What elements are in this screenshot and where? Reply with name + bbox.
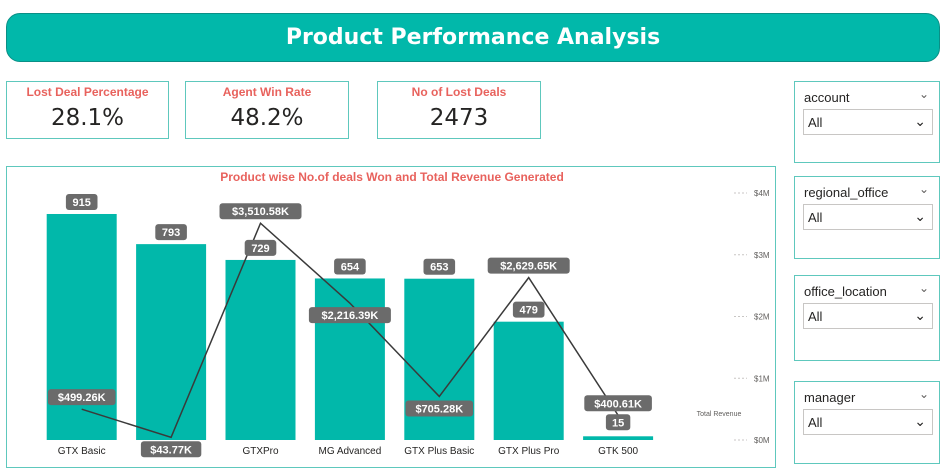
bar: [136, 244, 207, 440]
bar-value-label-bg: [423, 258, 456, 275]
bar-value-label: 479: [520, 305, 538, 317]
kpi-value: 28.1%: [50, 105, 125, 131]
x-tick-label: GTXPro: [242, 446, 279, 457]
revenue-value-label-bg: [487, 257, 570, 274]
bar-value-label: 793: [162, 227, 180, 239]
y2-axis-title: Total Revenue: [697, 411, 742, 418]
kpi-label: No of Lost Deals: [411, 85, 507, 99]
y2-tick-label: $2M: [754, 313, 770, 322]
chart-title: Product wise No.of deals Won and Total R…: [220, 170, 564, 184]
kpi-card-agent-win-rate[interactable]: Agent Win Rate 48.2%: [185, 81, 349, 139]
bar-value-label-bg: [334, 258, 366, 275]
revenue-value-label: $705.28K: [415, 403, 463, 415]
bar: [225, 259, 296, 440]
slicer-label: account: [804, 90, 850, 105]
dropdown-value: All: [808, 309, 823, 324]
chevron-down-icon: ⌄: [914, 113, 926, 129]
chevron-down-icon: ⌄: [914, 413, 926, 429]
y2-tick-label: $1M: [754, 374, 770, 383]
kpi-card-lost-deals[interactable]: No of Lost Deals 2473: [377, 81, 541, 139]
page-title: Product Performance Analysis: [285, 25, 661, 50]
dropdown-value: All: [808, 115, 823, 130]
revenue-value-label-bg: [219, 203, 302, 220]
revenue-value-label-bg: [584, 395, 652, 412]
chevron-down-icon: ⌄: [914, 208, 926, 224]
y2-tick-label: $4M: [754, 189, 770, 198]
revenue-value-label: $499.26K: [58, 392, 106, 404]
y2-tick-label: $3M: [754, 251, 770, 260]
bar-value-label: 915: [73, 197, 91, 209]
revenue-value-label: $2,629.65K: [500, 261, 557, 273]
revenue-value-label: $400.61K: [594, 398, 642, 410]
bar-value-label-bg: [65, 193, 98, 210]
x-tick-label: GTX Plus Pro: [498, 446, 560, 457]
kpi-label: Lost Deal Percentage: [26, 85, 149, 99]
bar: [493, 321, 564, 440]
revenue-value-label: $3,510.58K: [232, 206, 289, 218]
bar: [314, 278, 385, 440]
product-chart-panel[interactable]: Product wise No.of deals Won and Total R…: [6, 166, 776, 468]
account-dropdown[interactable]: All ⌄: [803, 109, 933, 135]
bar-value-label: 653: [430, 262, 448, 274]
revenue-value-label-bg: [308, 307, 391, 324]
x-tick-label: GTK 500: [598, 446, 638, 457]
bar: [583, 436, 654, 440]
bar-value-label: 729: [251, 243, 269, 255]
dropdown-value: All: [808, 210, 823, 225]
kpi-value: 48.2%: [230, 105, 304, 131]
bar: [46, 213, 117, 440]
slicer-office-location[interactable]: office_location ⌄ All ⌄: [794, 275, 940, 361]
kpi-card-lost-deal-percentage[interactable]: Lost Deal Percentage 28.1%: [6, 81, 169, 139]
bar-value-label-bg: [512, 301, 545, 318]
x-tick-label: MG Advanced: [318, 446, 381, 457]
collapse-chevron-icon[interactable]: ⌄: [918, 281, 929, 295]
collapse-chevron-icon[interactable]: ⌄: [918, 182, 929, 196]
x-tick-label: GTX Plus Basic: [404, 446, 474, 457]
slicer-label: manager: [804, 390, 856, 405]
bar-value-label-bg: [155, 224, 187, 241]
collapse-chevron-icon[interactable]: ⌄: [918, 87, 929, 101]
y2-tick-label: $0M: [754, 436, 770, 445]
regional-office-dropdown[interactable]: All ⌄: [803, 204, 933, 230]
bar-value-label-bg: [244, 239, 277, 256]
revenue-value-label-bg: [405, 400, 474, 417]
revenue-value-label: $2,216.39K: [321, 310, 378, 322]
collapse-chevron-icon[interactable]: ⌄: [918, 387, 929, 401]
revenue-value-label-bg: [47, 389, 116, 406]
revenue-line: [81, 221, 619, 439]
revenue-value-label-bg: [140, 441, 202, 458]
office-location-dropdown[interactable]: All ⌄: [803, 303, 933, 329]
slicer-account[interactable]: account ⌄ All ⌄: [794, 81, 940, 163]
slicer-label: regional_office: [804, 185, 889, 200]
product-combo-chart[interactable]: Product wise No.of deals Won and Total R…: [7, 167, 777, 469]
chevron-down-icon: ⌄: [914, 307, 926, 323]
bar-value-label: 654: [341, 261, 360, 273]
revenue-value-label: $43.77K: [150, 444, 192, 456]
x-tick-label: GTX Basic: [58, 446, 106, 457]
dropdown-value: All: [808, 415, 823, 430]
slicer-manager[interactable]: manager ⌄ All ⌄: [794, 381, 940, 464]
slicer-regional-office[interactable]: regional_office ⌄ All ⌄: [794, 176, 940, 259]
bar-value-label-bg: [605, 414, 631, 431]
bar-value-label: 15: [612, 417, 624, 429]
kpi-value: 2473: [429, 105, 489, 131]
kpi-label: Agent Win Rate: [222, 85, 312, 99]
slicer-label: office_location: [804, 284, 887, 299]
manager-dropdown[interactable]: All ⌄: [803, 409, 933, 435]
page-title-banner: Product Performance Analysis: [6, 13, 940, 62]
